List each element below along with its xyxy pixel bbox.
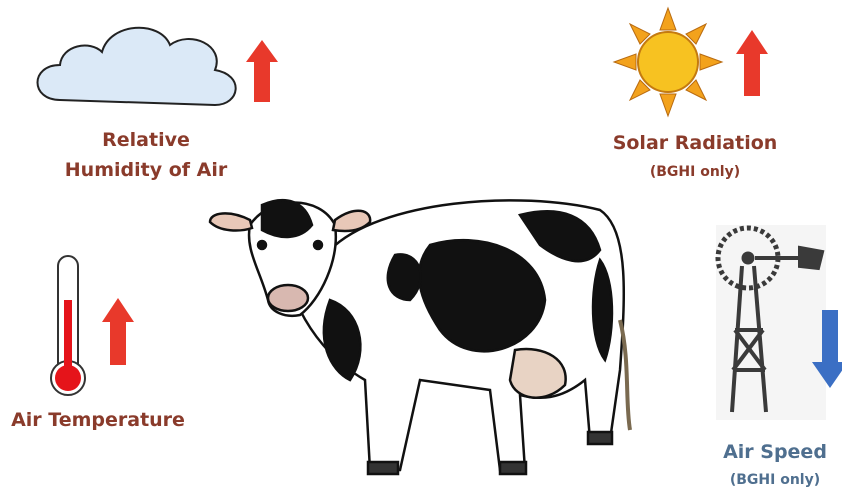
factor-label: Humidity of Air [65,159,228,181]
cloud-icon [38,28,236,105]
factor-note: (BGHI only) [650,164,740,180]
factor-label: Relative [102,129,190,151]
up-arrow [736,30,768,96]
factor-note: (BGHI only) [730,472,820,488]
factor-label: Solar Radiation [613,132,778,154]
cow-illustration [210,200,630,474]
up-arrow [102,298,134,365]
windmill-icon [716,225,826,420]
sun-icon [614,8,722,116]
factor-label: Air Speed [723,441,827,463]
factor-label: Air Temperature [11,409,185,431]
thermometer-icon [51,256,85,395]
diagram: Relative Humidity of Air Solar Radiation… [0,0,842,496]
up-arrow [246,40,278,102]
